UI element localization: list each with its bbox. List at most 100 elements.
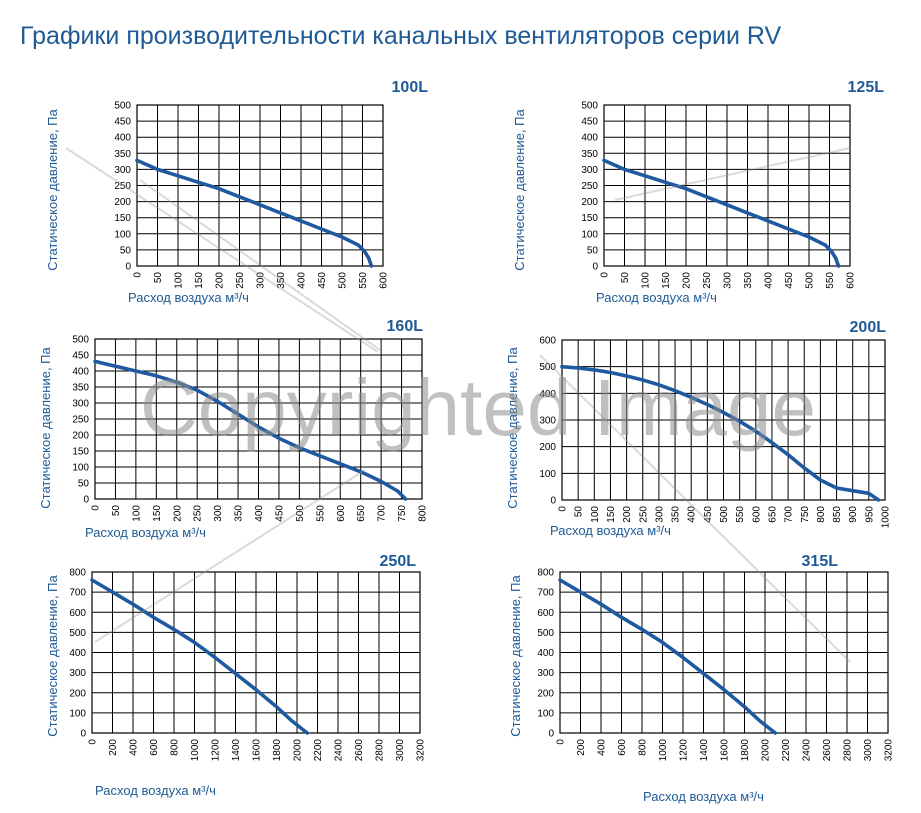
- x-tick-label: 950: [864, 506, 875, 523]
- x-tick-label: 2600: [354, 739, 365, 762]
- y-tick-label: 600: [69, 608, 86, 619]
- x-tick-label: 2000: [293, 739, 304, 762]
- x-tick-label: 1000: [190, 739, 201, 762]
- watermark-stroke: [65, 147, 379, 353]
- x-tick-label: 200: [215, 272, 226, 289]
- y-tick-label: 500: [114, 101, 131, 112]
- x-tick-label: 600: [379, 272, 390, 289]
- x-tick-label: 150: [152, 505, 163, 522]
- x-tick-label: 450: [703, 506, 714, 523]
- x-tick-label: 400: [597, 739, 608, 756]
- y-tick-label: 50: [587, 245, 599, 256]
- x-tick-label: 700: [784, 506, 795, 523]
- y-tick-label: 350: [72, 383, 89, 394]
- chart-title: 100L: [392, 79, 429, 96]
- x-tick-label: 1800: [272, 739, 283, 762]
- plot-frame: [603, 104, 851, 267]
- x-tick-label: 600: [617, 739, 628, 756]
- performance-curve: [135, 158, 374, 268]
- x-tick-label: 1600: [720, 739, 731, 762]
- x-tick-label: 1000: [881, 506, 892, 529]
- x-tick-label: 750: [800, 506, 811, 523]
- y-tick-label: 0: [548, 729, 554, 740]
- chart-title: 125L: [848, 79, 885, 96]
- y-tick-label: 800: [537, 568, 554, 579]
- x-tick-label: 3200: [884, 739, 895, 762]
- watermark-stroke: [94, 469, 366, 643]
- x-tick-label: 100: [131, 505, 142, 522]
- x-tick-label: 200: [682, 272, 693, 289]
- x-tick-label: 150: [194, 272, 205, 289]
- x-tick-label: 2600: [822, 739, 833, 762]
- x-tick-label: 450: [784, 272, 795, 289]
- x-tick-label: 50: [153, 272, 164, 284]
- y-tick-label: 250: [581, 181, 598, 192]
- x-tick-label: 500: [295, 505, 306, 522]
- y-tick-label: 600: [539, 336, 556, 347]
- x-tick-label: 50: [620, 272, 631, 284]
- plot-frame: [136, 104, 384, 267]
- x-tick-label: 600: [149, 739, 160, 756]
- y-tick-label: 800: [69, 568, 86, 579]
- y-tick-label: 400: [539, 389, 556, 400]
- y-tick-label: 250: [72, 415, 89, 426]
- x-tick-label: 200: [108, 739, 119, 756]
- x-axis-label: Расход воздуха м³/ч: [643, 789, 764, 804]
- y-tick-label: 150: [72, 447, 89, 458]
- y-tick-label: 200: [581, 197, 598, 208]
- y-tick-label: 400: [69, 648, 86, 659]
- y-tick-label: 100: [72, 463, 89, 474]
- x-tick-label: 0: [558, 506, 569, 512]
- chart-315l-panel: 0 100 200 300 400 500 600 700 800 0 200 400 600 800 10…: [508, 553, 895, 804]
- performance-curve: [602, 158, 841, 268]
- y-tick-label: 400: [72, 367, 89, 378]
- x-tick-label: 250: [193, 505, 204, 522]
- x-axis-label: Расход воздуха м³/ч: [550, 523, 671, 538]
- x-tick-label: 400: [254, 505, 265, 522]
- y-tick-label: 450: [114, 117, 131, 128]
- x-tick-label: 1200: [679, 739, 690, 762]
- x-tick-label: 300: [723, 272, 734, 289]
- x-tick-label: 700: [377, 505, 388, 522]
- x-tick-label: 350: [234, 505, 245, 522]
- chart-200l-panel: 0 100 200 300 400 500 600 0 50 100 150 200 250 300 350…: [505, 319, 892, 538]
- plot-frame: [91, 571, 421, 734]
- x-tick-label: 650: [767, 506, 778, 523]
- x-tick-label: 300: [256, 272, 267, 289]
- y-tick-label: 200: [72, 431, 89, 442]
- x-tick-label: 0: [133, 272, 144, 278]
- chart-100l-panel: 0 50 100 150 200 250 300 350 400 450 500 0 50 100 150 2…: [45, 79, 428, 305]
- y-tick-label: 500: [581, 101, 598, 112]
- x-tick-label: 2400: [334, 739, 345, 762]
- y-tick-label: 0: [550, 496, 556, 507]
- watermark-stroke: [614, 147, 851, 201]
- y-tick-label: 300: [69, 668, 86, 679]
- y-tick-label: 0: [125, 262, 131, 273]
- x-tick-label: 350: [743, 272, 754, 289]
- x-tick-label: 550: [825, 272, 836, 289]
- y-tick-label: 400: [581, 133, 598, 144]
- x-axis-label: Расход воздуха м³/ч: [85, 525, 206, 540]
- y-tick-label: 200: [114, 197, 131, 208]
- x-tick-label: 200: [622, 506, 633, 523]
- x-tick-label: 800: [638, 739, 649, 756]
- y-tick-label: 450: [581, 117, 598, 128]
- plot-frame: [561, 339, 886, 501]
- x-tick-label: 300: [213, 505, 224, 522]
- y-axis-label: Статическое давление, Па: [508, 575, 523, 737]
- page-title: Графики производительности канальных вен…: [20, 22, 782, 50]
- x-tick-label: 800: [170, 739, 181, 756]
- x-tick-label: 2800: [375, 739, 386, 762]
- x-tick-label: 350: [276, 272, 287, 289]
- y-axis-label: Статическое давление, Па: [38, 347, 53, 509]
- y-tick-label: 100: [114, 229, 131, 240]
- y-tick-label: 50: [120, 245, 132, 256]
- x-tick-label: 0: [600, 272, 611, 278]
- x-tick-label: 0: [556, 739, 567, 745]
- x-tick-label: 350: [671, 506, 682, 523]
- x-tick-label: 1800: [740, 739, 751, 762]
- x-tick-label: 250: [638, 506, 649, 523]
- y-tick-label: 200: [539, 442, 556, 453]
- y-tick-label: 200: [69, 688, 86, 699]
- x-tick-label: 550: [315, 505, 326, 522]
